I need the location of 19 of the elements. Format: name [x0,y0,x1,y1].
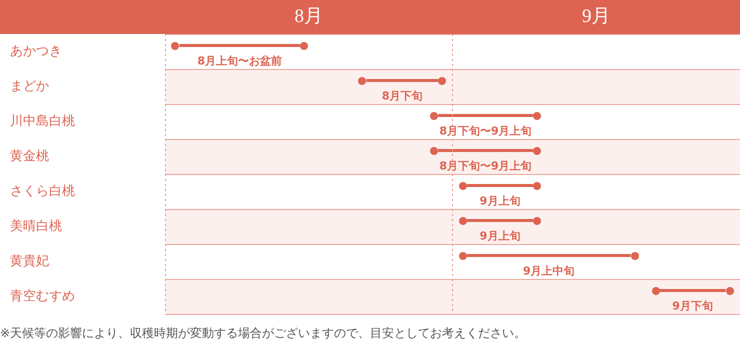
annotation: 9月上中旬 [522,264,575,278]
y-tick-label: さくら白桃 [10,184,75,199]
y-tick-label: 川中島白桃 [10,114,75,129]
y-tick-label: 美晴白桃 [10,218,62,234]
y-tick-label: あかつき [10,44,62,59]
annotation: 8月下旬〜9月上旬 [439,124,532,138]
x-tick-label: 9月 [582,6,610,27]
y-tick-label: 黄金桃 [10,149,49,164]
annotation: 9月上旬 [480,194,520,208]
y-tick-label: まどか [10,79,49,94]
y-tick-label: 黄貴妃 [10,254,49,269]
annotation: 9月上旬 [480,230,520,242]
x-tick-label: 8月 [294,6,323,27]
y-tick-label: 青空むすめ [10,289,75,304]
annotation: 8月下旬 [382,90,423,102]
text: ※天候等の影響により、収穫時期が変動する場合がございますので、目安としてお考えください。 [0,325,526,342]
annotation: 8月上旬〜お盆前 [197,54,282,68]
annotation: 8月下旬〜9月上旬 [439,160,532,172]
annotation: 9月下旬 [672,300,713,312]
